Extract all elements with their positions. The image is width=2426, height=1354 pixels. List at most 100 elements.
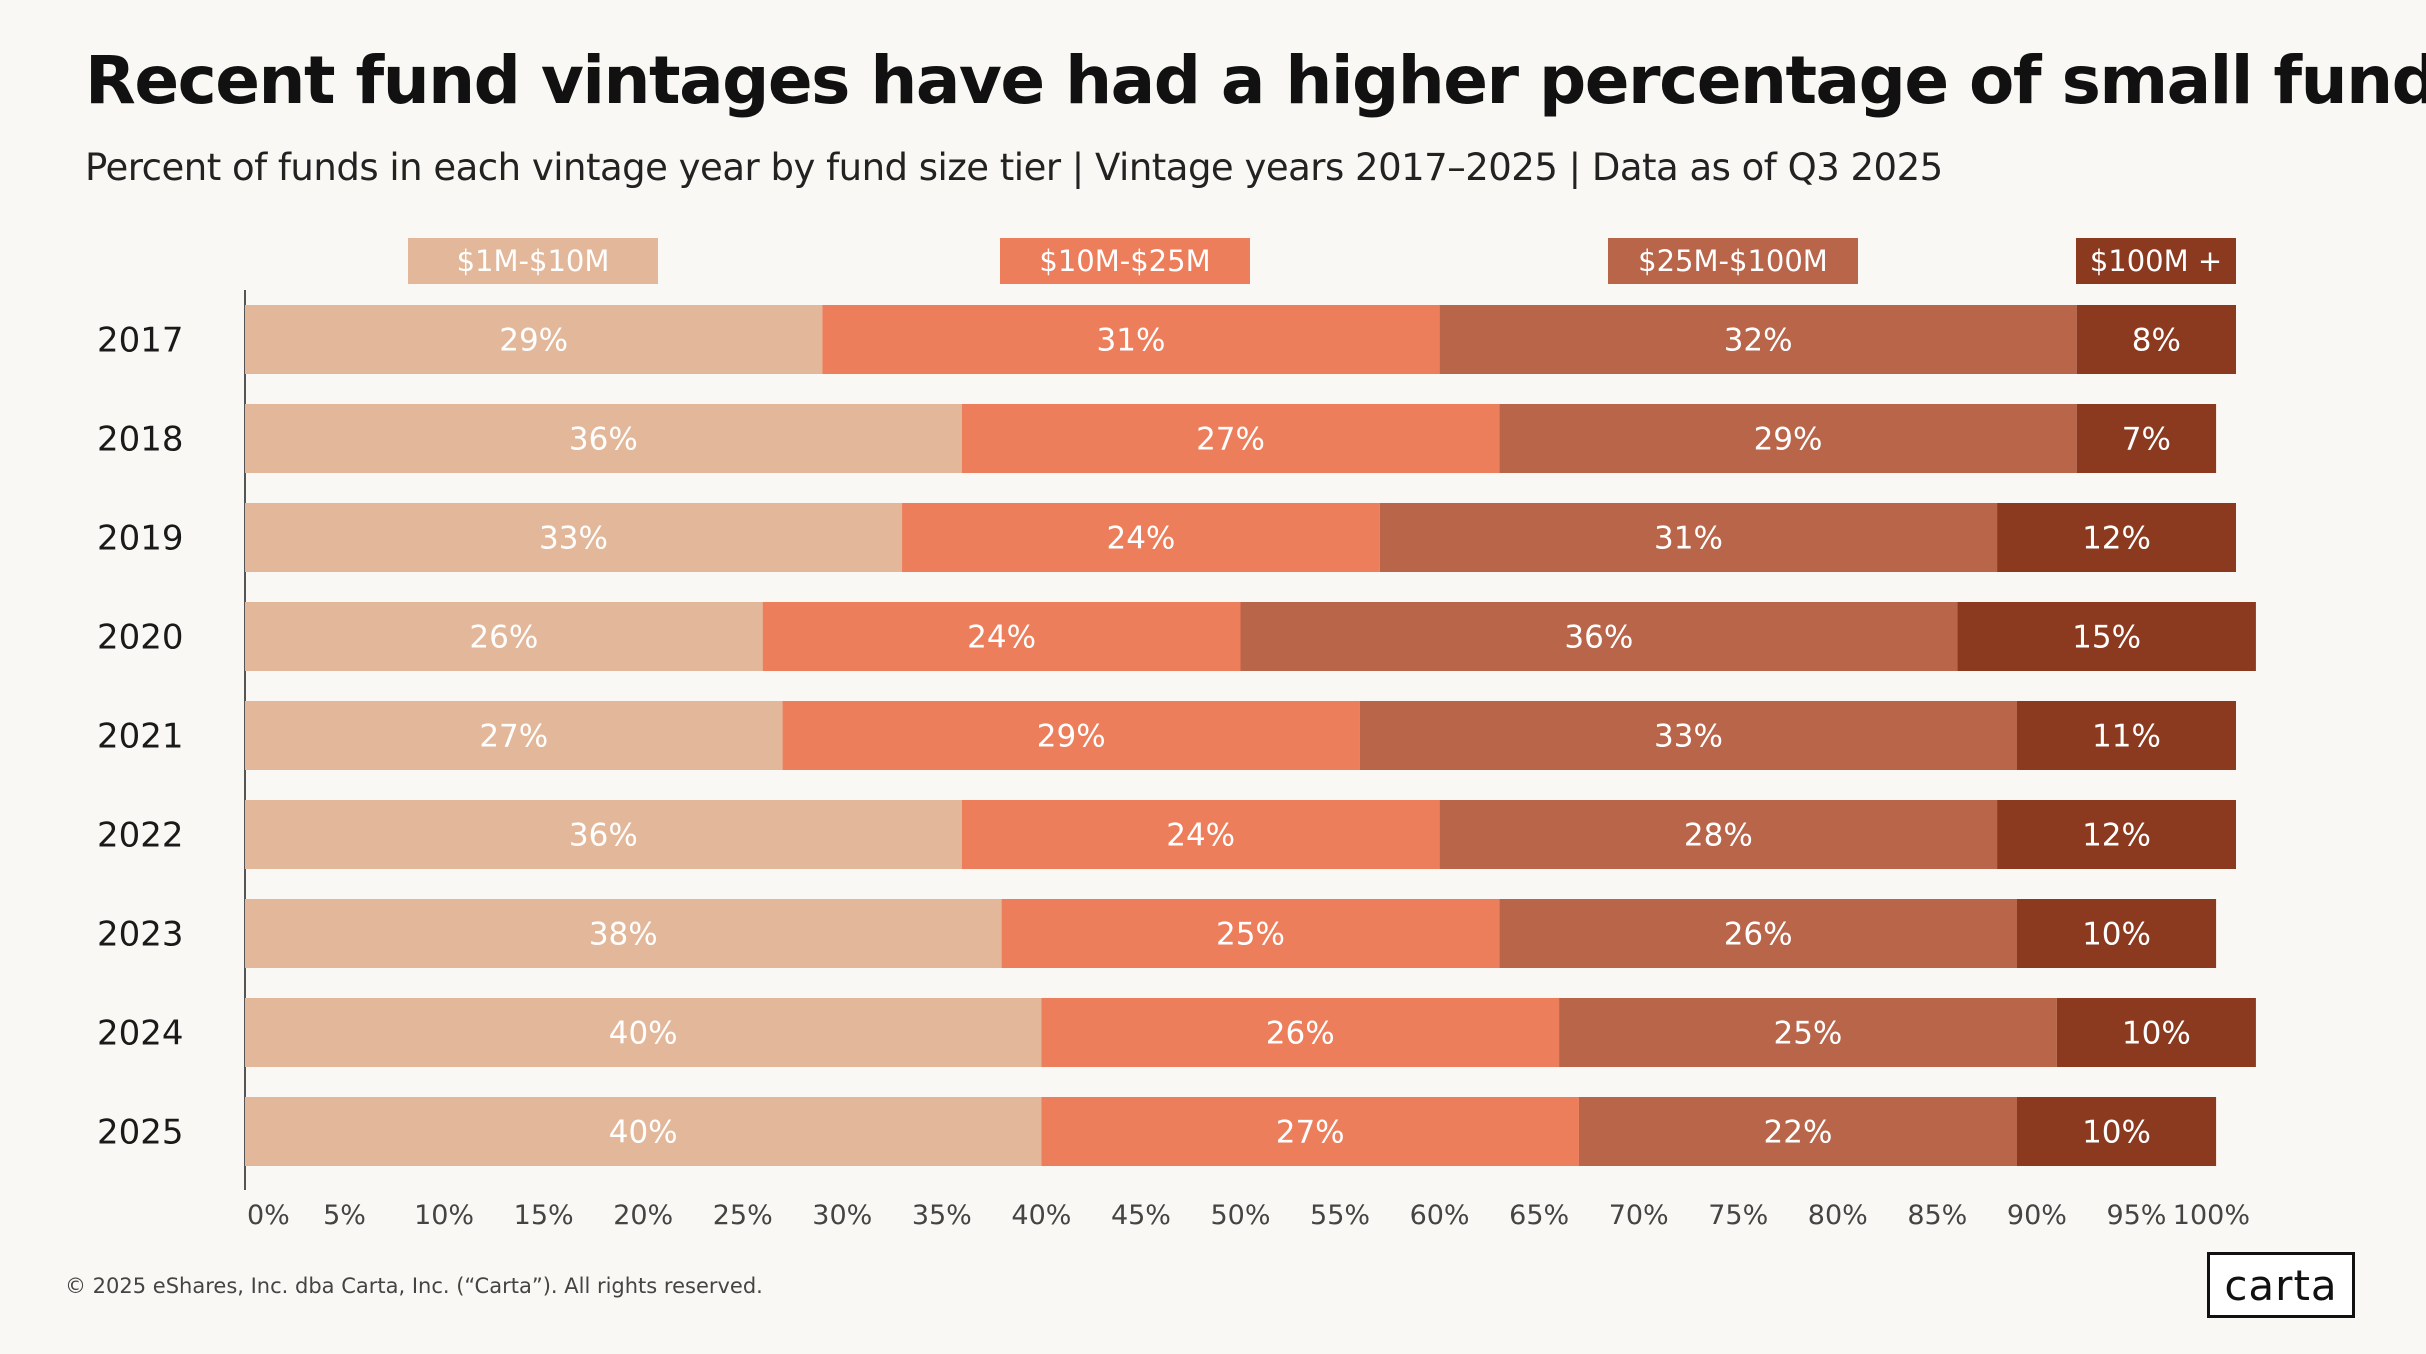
year-label: 2025 (97, 1113, 184, 1153)
year-label: 2024 (97, 1014, 184, 1054)
bar-segment (1559, 998, 2057, 1067)
bar-segment (245, 503, 903, 572)
bar-segment (961, 800, 1440, 869)
legend-swatch (1608, 238, 1858, 284)
bar-segment (1379, 503, 1998, 572)
x-tick-label: 55% (1310, 1200, 1370, 1231)
bar-segment (1439, 800, 1998, 869)
x-tick-label: 60% (1410, 1200, 1470, 1231)
bar-segment (782, 701, 1360, 770)
data-label: 25% (1216, 917, 1285, 953)
data-label: 10% (2082, 1115, 2151, 1151)
data-label: 31% (1654, 521, 1723, 557)
bar-segment (2076, 305, 2236, 374)
x-tick-label: 65% (1509, 1200, 1569, 1231)
legend-swatch (408, 238, 658, 284)
bar-segment (902, 503, 1380, 572)
data-label: 24% (1166, 818, 1235, 854)
chart-subtitle: Percent of funds in each vintage year by… (85, 146, 1943, 189)
data-label: 26% (469, 620, 538, 656)
x-tick-label: 10% (414, 1200, 474, 1231)
year-label: 2022 (97, 816, 184, 856)
x-tick-label: 95% (2106, 1200, 2166, 1231)
x-tick-label: 85% (1907, 1200, 1967, 1231)
data-label: 38% (589, 917, 658, 953)
data-label: 12% (2082, 521, 2151, 557)
x-tick-label: 30% (812, 1200, 872, 1231)
x-tick-label: 5% (323, 1200, 366, 1231)
data-label: 33% (539, 521, 608, 557)
x-tick-label: 45% (1111, 1200, 1171, 1231)
year-label: 2019 (97, 519, 184, 559)
data-label: 12% (2082, 818, 2151, 854)
x-tick-label: 25% (713, 1200, 773, 1231)
legend-label: $10M-$25M (1039, 244, 1210, 278)
year-label: 2017 (97, 321, 184, 361)
bar-segment (1578, 1097, 2017, 1166)
x-tick-label: 0% (247, 1200, 290, 1231)
data-label: 10% (2082, 917, 2151, 953)
bar-segment (245, 899, 1002, 968)
bar-segment (245, 602, 763, 671)
x-tick-label: 35% (912, 1200, 972, 1231)
data-label: 25% (1773, 1016, 1842, 1052)
x-tick-label: 100% (2173, 1200, 2250, 1231)
data-label: 15% (2072, 620, 2141, 656)
data-label: 11% (2092, 719, 2161, 755)
bar-segment (2016, 701, 2236, 770)
bar-segment (245, 1097, 1042, 1166)
year-label: 2021 (97, 717, 184, 757)
legend-label: $25M-$100M (1638, 244, 1828, 278)
chart-title: Recent fund vintages have had a higher p… (85, 42, 2426, 119)
bar-segment (245, 998, 1042, 1067)
year-label: 2023 (97, 915, 184, 955)
data-label: 31% (1097, 323, 1166, 359)
bar-segment (1997, 503, 2236, 572)
bar-segment (245, 404, 962, 473)
data-label: 27% (1276, 1115, 1345, 1151)
data-label: 29% (499, 323, 568, 359)
data-label: 36% (1564, 620, 1633, 656)
bar-segment (245, 800, 962, 869)
bar-segment (1997, 800, 2236, 869)
data-label: 10% (2122, 1016, 2191, 1052)
bar-segment (961, 404, 1500, 473)
data-label: 27% (479, 719, 548, 755)
bar-segment (822, 305, 1440, 374)
bar-segment (1957, 602, 2256, 671)
legend-label: $1M-$10M (457, 244, 610, 278)
data-label: 36% (569, 422, 638, 458)
bar-segment (1439, 305, 2077, 374)
bar-segment (2016, 899, 2217, 968)
data-label: 33% (1654, 719, 1723, 755)
year-label: 2020 (97, 618, 184, 658)
bar-segment (1001, 899, 1500, 968)
x-tick-label: 75% (1708, 1200, 1768, 1231)
legend-label: $100M + (2090, 244, 2222, 278)
legend-swatch (1000, 238, 1250, 284)
data-label: 32% (1724, 323, 1793, 359)
data-label: 26% (1724, 917, 1793, 953)
bar-segment (1041, 998, 1560, 1067)
x-tick-label: 15% (514, 1200, 574, 1231)
bar-segment (245, 701, 783, 770)
carta-logo[interactable]: carta (2207, 1252, 2355, 1318)
data-label: 24% (1106, 521, 1175, 557)
x-tick-label: 40% (1011, 1200, 1071, 1231)
data-label: 40% (609, 1115, 678, 1151)
legend-swatch (2076, 238, 2236, 284)
bar-segment (2016, 1097, 2217, 1166)
x-tick-label: 70% (1609, 1200, 1669, 1231)
bar-segment (1359, 701, 2017, 770)
data-label: 7% (2122, 422, 2171, 458)
data-label: 36% (569, 818, 638, 854)
data-label: 29% (1754, 422, 1823, 458)
data-label: 29% (1037, 719, 1106, 755)
data-label: 24% (967, 620, 1036, 656)
x-tick-label: 50% (1210, 1200, 1270, 1231)
bar-segment (245, 305, 823, 374)
x-tick-label: 80% (1808, 1200, 1868, 1231)
bar-segment (1240, 602, 1958, 671)
bar-segment (762, 602, 1241, 671)
